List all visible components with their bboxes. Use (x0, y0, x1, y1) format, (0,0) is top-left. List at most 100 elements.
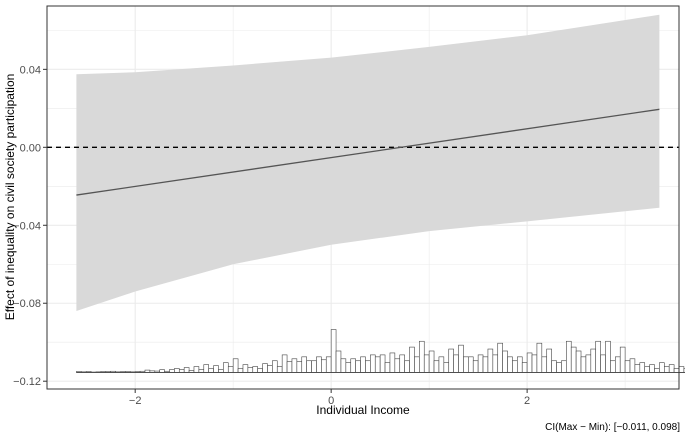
histogram-bar (257, 368, 263, 373)
histogram-bar (267, 365, 273, 373)
histogram-bar (355, 360, 361, 373)
x-tick-label: 2 (524, 395, 530, 407)
histogram-bar (409, 346, 415, 373)
histogram-bar (340, 358, 347, 373)
histogram-bar (482, 356, 489, 373)
histogram-bar (321, 359, 327, 373)
histogram-bar (252, 366, 258, 373)
ci-caption: CI(Max − Min): [−0.011, 0.098] (545, 422, 680, 433)
histogram-bar (438, 356, 445, 373)
histogram-bar (281, 354, 288, 373)
histogram-bar (472, 360, 479, 373)
histogram-bar (649, 364, 655, 373)
histogram-bar (551, 360, 557, 373)
histogram-bar (414, 356, 420, 373)
histogram-bar (536, 342, 543, 373)
histogram-bar (517, 356, 523, 373)
histogram-bar (335, 350, 342, 373)
histogram-bar (585, 354, 592, 373)
histogram-bar (174, 368, 180, 373)
histogram-bar (365, 360, 371, 373)
histogram-bar (394, 358, 401, 373)
histogram-bar (502, 350, 508, 373)
histogram-bar (654, 368, 660, 373)
x-tick-label: 0 (328, 395, 334, 407)
histogram-bar (615, 356, 621, 373)
histogram-bar (668, 364, 675, 373)
histogram-bar (198, 369, 205, 373)
histogram-bar (468, 356, 474, 373)
histogram-bar (497, 342, 503, 373)
x-tick-label: −2 (129, 395, 142, 407)
histogram-bar (350, 358, 356, 373)
histogram-bar (223, 362, 229, 373)
histogram-bar (561, 360, 567, 373)
histogram-bar (463, 356, 469, 373)
histogram-bar (360, 356, 366, 373)
histogram-bar (678, 366, 685, 373)
histogram-bar (213, 365, 219, 373)
histogram-bar (580, 356, 587, 373)
histogram-bar (262, 363, 268, 373)
histogram-bar (276, 366, 283, 373)
y-axis-ticks: 0.04 0.00 −0.04 −0.08 −0.12 (13, 64, 47, 388)
income-histogram (76, 329, 685, 373)
histogram-bar (477, 354, 484, 373)
histogram-bar (193, 366, 200, 373)
histogram-bar (458, 344, 464, 373)
histogram-bar (590, 348, 597, 373)
histogram-bar (683, 368, 685, 373)
histogram-bar (237, 368, 244, 373)
histogram-bar (448, 348, 454, 373)
histogram-bar (208, 368, 214, 373)
effect-line (76, 108, 660, 196)
histogram-bar (541, 356, 548, 373)
histogram-bar (247, 367, 254, 373)
histogram-bar (624, 360, 631, 373)
y-tick-label: 0.00 (20, 142, 41, 154)
histogram-bar (370, 354, 376, 373)
histogram-bar (306, 360, 312, 373)
histogram-bar (639, 362, 646, 373)
histogram-bar (423, 354, 430, 373)
histogram-bar (512, 360, 518, 373)
histogram-bar (433, 360, 440, 373)
histogram-bar (659, 362, 665, 373)
histogram-bar (453, 354, 459, 373)
histogram-bar (330, 329, 337, 373)
histogram-bar (634, 364, 641, 373)
histogram-bar (311, 360, 317, 373)
histogram-bar (531, 354, 538, 373)
histogram-bar (169, 369, 175, 373)
histogram-bar (644, 366, 650, 373)
plot-border (46, 5, 680, 390)
histogram-bar (384, 362, 391, 373)
histogram-bar (629, 358, 636, 373)
histogram-bar (345, 362, 352, 373)
histogram-bar (203, 364, 209, 373)
histogram-bar (291, 358, 298, 373)
histogram-bar (374, 356, 381, 373)
histogram-bar (316, 356, 322, 373)
histogram-bar (159, 369, 165, 373)
histogram-bar (404, 360, 410, 373)
histogram-bar (605, 340, 611, 373)
histogram-bar (389, 352, 396, 373)
histogram-bar (673, 368, 680, 373)
histogram-bar (242, 364, 249, 373)
histogram-bar (663, 366, 670, 373)
histogram-bar (619, 346, 626, 373)
histogram-bar (526, 352, 533, 373)
histogram-bar (325, 356, 332, 373)
histogram-bar (546, 348, 552, 373)
histogram-bar (296, 361, 303, 373)
histogram-bar (286, 361, 293, 373)
histogram-bar (487, 348, 494, 373)
histogram-bar (610, 360, 616, 373)
histogram-bar (301, 356, 307, 373)
histogram-bar (272, 360, 278, 373)
y-tick-label: −0.04 (13, 220, 41, 232)
histogram-bar (492, 354, 499, 373)
y-axis-title: Effect of inequality on civil society pa… (3, 74, 17, 321)
